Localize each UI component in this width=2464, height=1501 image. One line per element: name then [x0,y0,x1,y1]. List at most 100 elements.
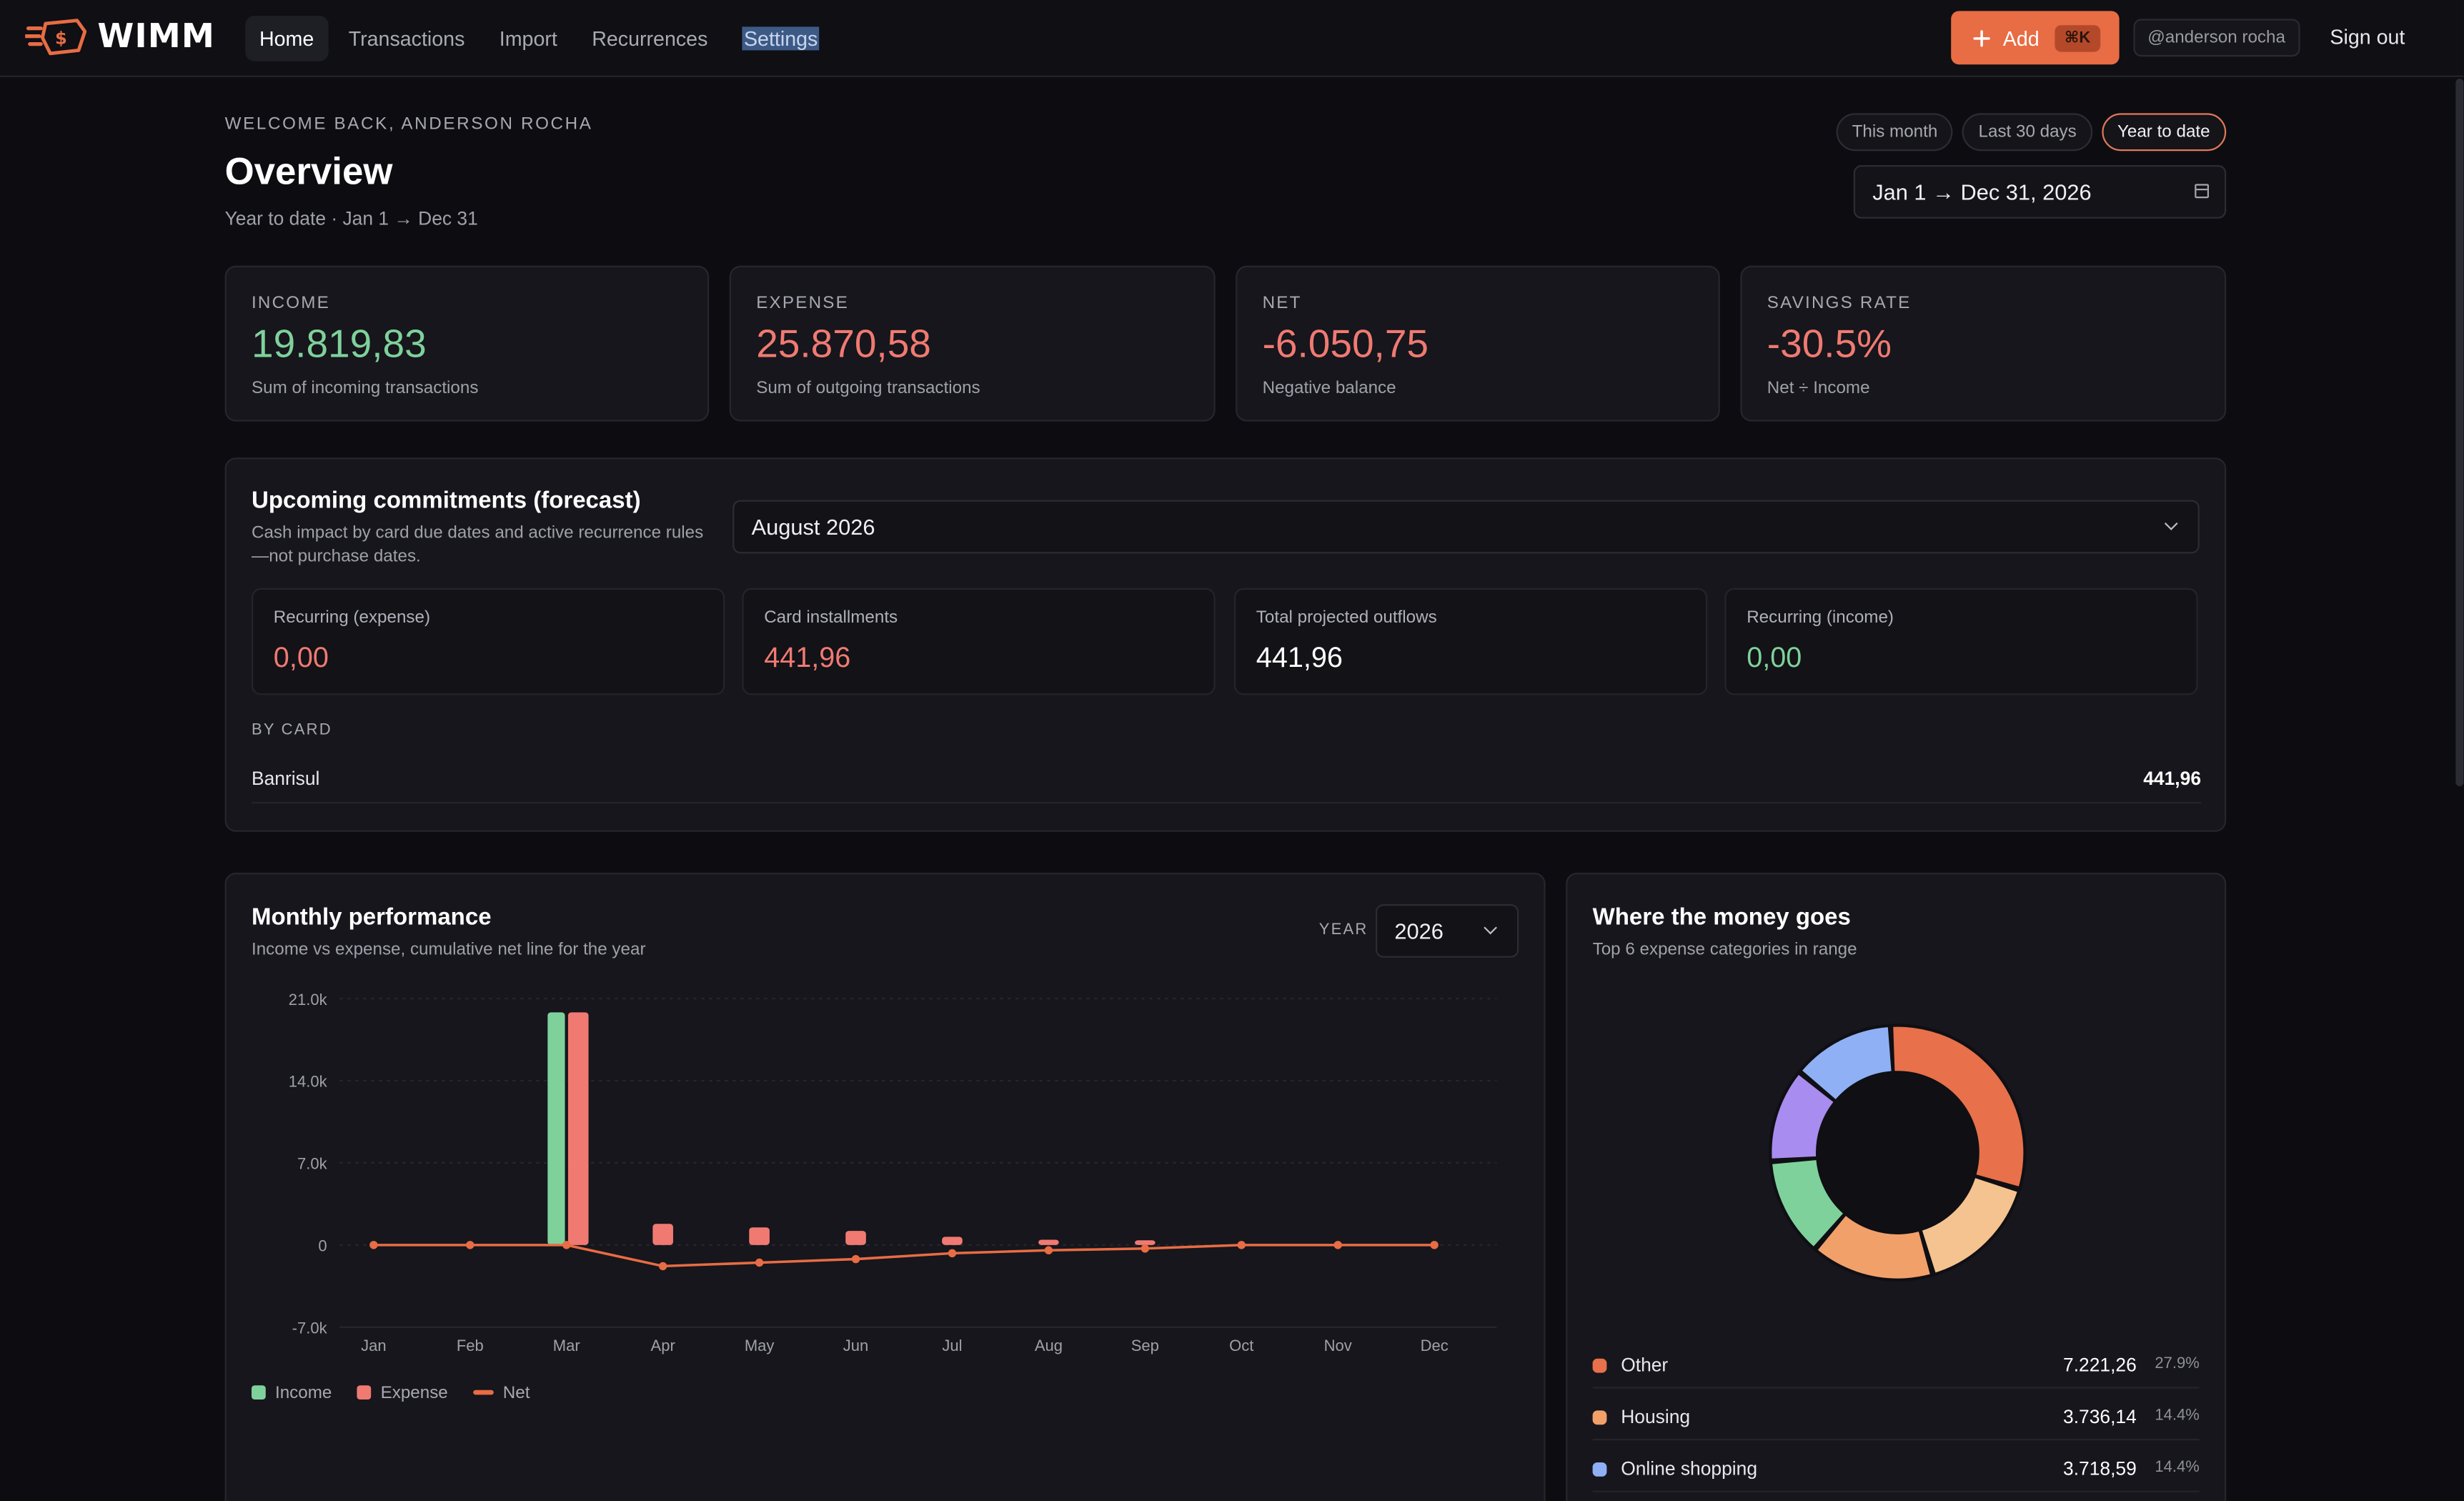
range-year-to-date[interactable]: Year to date [2101,113,2226,152]
stat-value: -6.050,75 [1262,322,1429,367]
brand-logo[interactable]: $ WIMM [25,16,215,56]
legend-expense-swatch [357,1385,372,1400]
forecast-month-value: August 2026 [751,514,875,540]
year-select[interactable]: 2026 [1376,904,1519,958]
chevron-down-icon [2164,517,2178,530]
stat-desc: Net ÷ Income [1767,379,1870,398]
sign-out-link[interactable]: Sign out [2330,25,2405,49]
card-row-banrisul[interactable]: Banrisul 441,96 [252,763,2201,804]
categories-panel: Where the money goes Top 6 expense categ… [1566,873,2227,1501]
forecast-title: Upcoming commitments (forecast) [252,487,641,515]
y-tick-label: -7.0k [292,1319,328,1337]
monthly-chart: 21.0k 14.0k 7.0k 0 -7.0k Jan Feb Mar Apr May Jun Ju… [289,991,1497,1354]
user-chip[interactable]: @anderson rocha [2133,19,2300,57]
net-point [1044,1246,1053,1254]
range-pills: This month Last 30 days Year to date [1836,113,2226,152]
page-title: Overview [224,151,393,194]
legend-income: Income [252,1384,332,1402]
legend-net-line [472,1389,494,1395]
category-pct: 27.9% [2155,1355,2200,1373]
net-line [373,1244,1435,1268]
categories-title: Where the money goes [1592,904,1851,931]
stat-card-net: NET -6.050,75 Negative balance [1236,265,1720,422]
x-tick-label: Sep [1131,1337,1159,1354]
svg-text:$: $ [55,29,67,49]
range-this-month[interactable]: This month [1836,113,1954,152]
x-tick-label: Feb [457,1337,484,1354]
top-nav: $ WIMM Home Transactions Import Recurren… [0,0,2464,77]
nav-link-transactions[interactable]: Transactions [348,26,465,51]
stat-desc: Sum of incoming transactions [252,379,479,398]
category-dot [1592,1358,1607,1373]
date-range-picker[interactable]: Jan 1 → Dec 31, 2026 [1853,165,2227,219]
card-amount: 441,96 [2143,767,2201,790]
net-point [1333,1241,1342,1249]
nav-link-home[interactable]: Home [245,16,329,61]
expense-bar [1135,1240,1156,1245]
legend-net: Net [472,1384,530,1402]
calendar-icon [2195,184,2209,199]
stat-card-income: INCOME 19.819,83 Sum of incoming transac… [224,265,710,422]
stat-desc: Negative balance [1262,379,1396,398]
category-name: Housing [1621,1405,1691,1428]
category-value: 7.221,26 [2063,1354,2137,1376]
date-range-value: Jan 1 → Dec 31, 2026 [1872,179,2092,204]
category-pct: 14.4% [2155,1459,2200,1477]
x-tick-label: May [745,1337,775,1354]
category-row-other[interactable]: Other 7.221,26 27.9% [1592,1351,2200,1389]
forecast-month-select[interactable]: August 2026 [732,500,2200,554]
metric-value: 441,96 [1256,641,1343,673]
stat-label: NET [1262,294,1302,313]
forecast-subtitle-line-2: —not purchase dates. [252,547,421,566]
donut-slice [1772,1026,2024,1279]
net-point [1141,1244,1150,1253]
category-name: Other [1621,1354,1669,1376]
stat-value: 19.819,83 [252,322,427,367]
nav-link-recurrences[interactable]: Recurrences [592,26,708,51]
donut-slice [1772,1026,2024,1279]
category-pct: 14.4% [2155,1407,2200,1425]
plus-icon [1973,29,1990,46]
net-point [755,1258,764,1267]
forecast-panel: Upcoming commitments (forecast) Cash imp… [224,457,2227,832]
y-tick-label: 7.0k [297,1155,328,1173]
metric-label: Total projected outflows [1256,608,1437,628]
category-row-housing[interactable]: Housing 3.736,14 14.4% [1592,1402,2200,1441]
card-name: Banrisul [252,767,320,790]
categories-subtitle: Top 6 expense categories in range [1592,940,1857,959]
page-subtitle: Year to date · Jan 1 → Dec 31 [224,207,478,230]
expense-bar [652,1224,673,1245]
monthly-subtitle: Income vs expense, cumulative net line f… [252,940,646,959]
add-shortcut-badge: ⌘K [2055,24,2100,51]
by-card-label: BY CARD [252,721,332,739]
donut-slice [1772,1026,2024,1279]
net-point [466,1241,475,1249]
stat-card-expense: EXPENSE 25.870,58 Sum of outgoing transa… [729,265,1216,422]
add-button[interactable]: Add ⌘K [1951,11,2120,65]
nav-link-import[interactable]: Import [499,26,557,51]
net-point [948,1249,957,1258]
forecast-metric-recurring-expense: Recurring (expense) 0,00 [252,588,725,695]
monthly-performance-panel: Monthly performance Income vs expense, c… [224,873,1546,1501]
range-last-30-days[interactable]: Last 30 days [1962,113,2092,152]
stat-value: -30.5% [1767,322,1892,367]
net-point [1430,1241,1439,1249]
brand-name: WIMM [97,17,215,55]
category-row-online-shopping[interactable]: Online shopping 3.718,59 14.4% [1592,1455,2200,1492]
metric-value: 0,00 [1747,641,1802,673]
forecast-metric-recurring-income: Recurring (income) 0,00 [1724,588,2198,695]
net-point [658,1262,667,1271]
metric-label: Card installments [764,608,898,628]
category-value: 3.736,14 [2063,1405,2137,1428]
stat-label: SAVINGS RATE [1767,294,1912,313]
category-name: Online shopping [1621,1457,1758,1480]
expense-bar [845,1231,866,1245]
welcome-text: WELCOME BACK, ANDERSON ROCHA [224,114,593,134]
page-scrollbar[interactable] [2455,79,2464,786]
stat-label: EXPENSE [756,294,849,313]
category-dot [1592,1410,1607,1425]
money-bag-icon: $ [25,19,87,56]
expense-bar [567,1012,589,1245]
nav-link-settings[interactable]: Settings [728,16,833,61]
